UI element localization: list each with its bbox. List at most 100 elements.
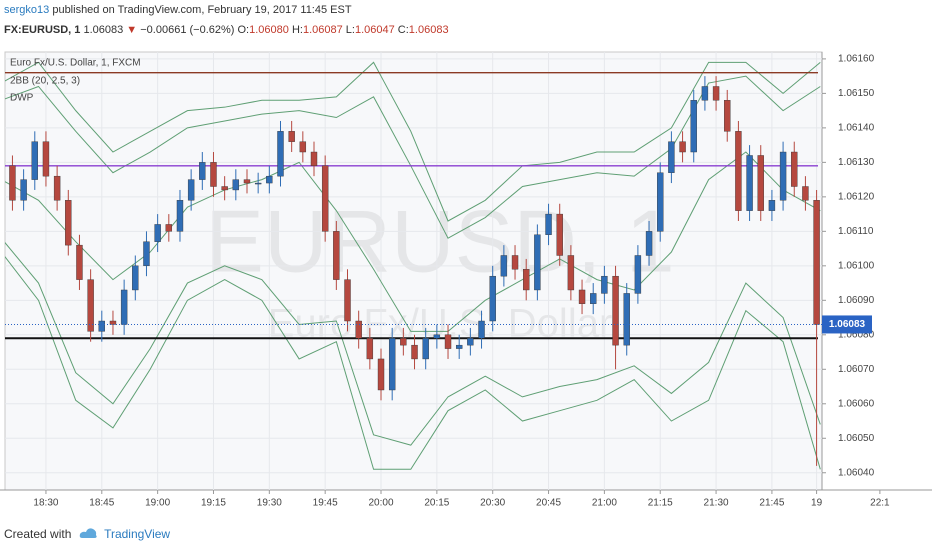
candle-body — [523, 269, 530, 291]
candle-body — [165, 224, 173, 232]
y-tick-label: 1.06070 — [838, 364, 875, 375]
label: C: — [397, 24, 409, 36]
label: O: — [237, 24, 250, 36]
candle-body — [556, 213, 563, 256]
candle-body — [221, 186, 228, 191]
watermark: EURUSD, 1 — [205, 191, 674, 290]
candle-body — [321, 165, 329, 232]
candle-body — [757, 155, 764, 211]
value: 1.06087 — [302, 24, 343, 36]
bollinger-line — [5, 151, 821, 332]
candle-body — [444, 334, 452, 349]
candle-body — [657, 172, 664, 232]
candle-body — [768, 200, 776, 211]
candle-body — [31, 141, 38, 180]
legend-dwp: DWP — [10, 93, 34, 104]
candle-body — [154, 224, 161, 242]
last-price-box — [822, 315, 872, 334]
y-tick-label: 1.06130 — [838, 157, 875, 168]
y-tick-label: 1.06120 — [838, 191, 875, 202]
bollinger-line — [5, 61, 821, 222]
author[interactable]: sergko13 — [4, 4, 50, 16]
candle-body — [634, 255, 642, 294]
candle-body — [802, 186, 809, 201]
candle-body — [679, 141, 686, 153]
last: 1.06083 — [83, 24, 124, 36]
candle-body — [411, 344, 418, 360]
candle-body — [612, 275, 619, 346]
x-tick-label: 21:45 — [759, 498, 784, 509]
x-tick-label: 18:45 — [89, 498, 114, 509]
ohlc-l: L:1.06047 — [346, 24, 395, 36]
last-price-label: 1.06083 — [829, 319, 866, 330]
x-tick-label: 20:00 — [368, 498, 393, 509]
candle-body — [187, 179, 195, 201]
candle-body — [724, 100, 731, 132]
candle-body — [65, 200, 72, 246]
candle-body — [0, 166, 4, 180]
symbol-line: FX:EURUSD, 1 1.06083 ▼ −0.00661 (−0.62%)… — [4, 24, 449, 36]
candle-body — [489, 275, 496, 322]
candle-body — [534, 234, 541, 291]
candle-body — [199, 162, 206, 180]
candle-body — [42, 141, 50, 177]
created: Created with — [4, 527, 72, 541]
x-tick-label: 20:45 — [536, 498, 561, 509]
x-tick-label: 19:15 — [201, 498, 226, 509]
chart: EURUSD, 1 Euro Fx/U.S. Dollar 1.061601.0… — [0, 51, 932, 509]
candle-body — [813, 200, 820, 325]
candle-body — [601, 275, 608, 294]
candle-body — [210, 162, 217, 187]
candle-body — [9, 165, 16, 201]
candle-body — [132, 265, 139, 291]
x-tick-label: 19:30 — [257, 498, 282, 509]
value: 1.06080 — [249, 24, 289, 36]
candle-body — [433, 334, 441, 339]
candle-body — [243, 179, 251, 184]
brand[interactable]: TradingView — [104, 527, 171, 541]
candle-body — [277, 131, 284, 177]
plot — [0, 61, 821, 470]
bollinger-line — [5, 241, 821, 446]
candle-body — [545, 213, 552, 235]
y-tick-label: 1.06150 — [838, 88, 875, 99]
candle-body — [712, 86, 720, 101]
candle-body — [310, 151, 318, 167]
ohlc-c: C:1.06083 — [398, 24, 449, 36]
x-tick-label: 20:15 — [424, 498, 449, 509]
candle-body — [590, 293, 597, 304]
tv-logo — [79, 528, 97, 538]
y-tick-label: 1.06100 — [838, 260, 875, 271]
candle-body — [366, 338, 374, 360]
value: 1.06047 — [354, 24, 395, 36]
candle-body — [467, 338, 474, 346]
candle-body — [422, 338, 429, 360]
candle-body — [388, 338, 396, 391]
x-tick-label: 22:1 — [870, 498, 890, 509]
candle-body — [668, 141, 675, 173]
candle-body — [76, 244, 83, 280]
candle-body — [98, 320, 105, 332]
candle-body — [791, 151, 798, 187]
symbol: FX:EURUSD, 1 — [4, 24, 81, 36]
legend-symbol: Euro Fx/U.S. Dollar, 1, FXCM — [10, 58, 141, 69]
y-tick-label: 1.06140 — [838, 123, 875, 134]
candle-body — [690, 100, 697, 153]
x-tick-label: 18:30 — [33, 498, 58, 509]
x-tick-label: 21:30 — [704, 498, 729, 509]
x-tick-label: 19:00 — [145, 498, 170, 509]
candle-body — [254, 182, 262, 185]
plot-area — [4, 51, 823, 491]
y-tick-label: 1.06160 — [838, 54, 875, 65]
y-tick-label: 1.06060 — [838, 398, 875, 409]
candle-body — [779, 151, 787, 201]
candle-body — [143, 241, 150, 267]
change: −0.00661 (−0.62%) — [140, 24, 235, 36]
candle-body — [299, 141, 307, 153]
y-tick-label: 1.06050 — [838, 433, 875, 444]
candle-body — [87, 279, 94, 332]
candle-body — [176, 200, 184, 232]
x-tick-label: 20:30 — [480, 498, 505, 509]
candle-body — [288, 131, 295, 142]
